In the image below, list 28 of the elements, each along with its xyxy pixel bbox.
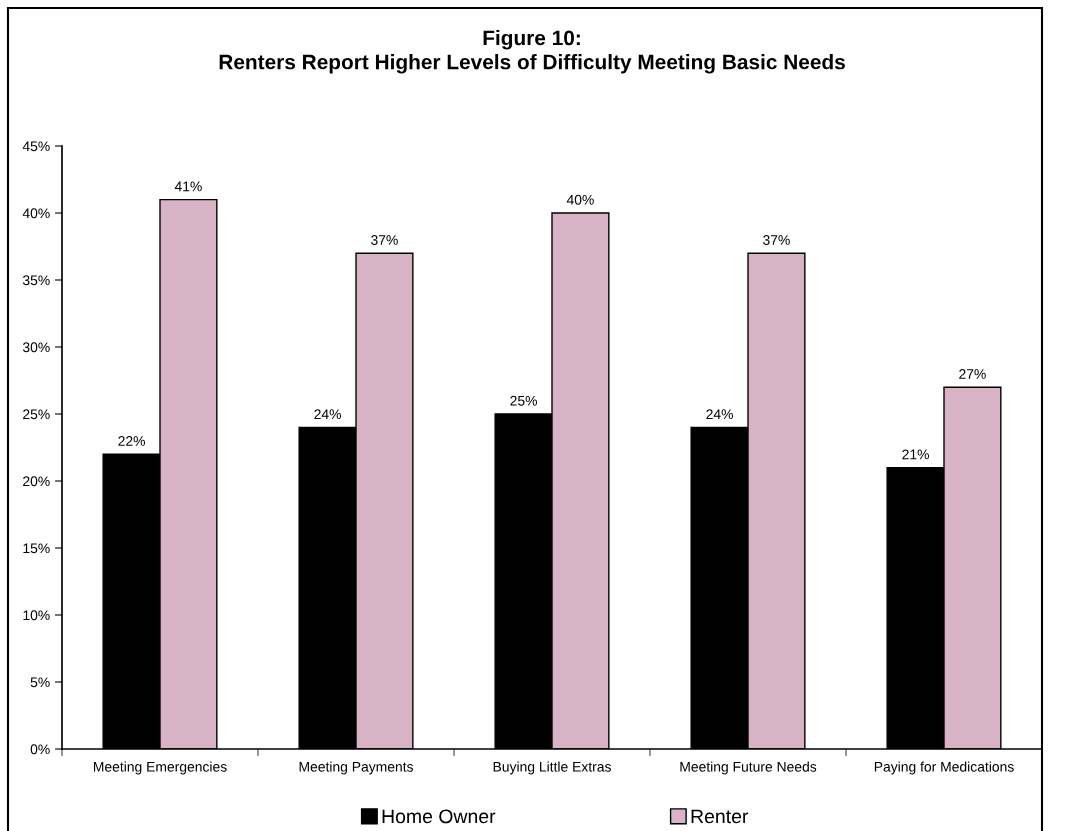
y-tick-label: 25% — [23, 409, 50, 420]
y-tick-label: 0% — [30, 744, 50, 755]
y-tick-label: 5% — [30, 677, 50, 688]
y-tick-label: 35% — [22, 275, 50, 286]
data-label: 37% — [371, 235, 398, 245]
data-label: 21% — [902, 449, 929, 460]
x-tick-label: Meeting Future Needs — [680, 761, 817, 775]
y-tick-label: 20% — [23, 476, 50, 487]
data-label: 41% — [174, 181, 202, 192]
data-label: 37% — [763, 235, 790, 245]
data-label: 40% — [566, 194, 594, 205]
legend-label: Renter — [691, 809, 749, 824]
chart-title: Figure 10: Renters Report Higher Levels of Difficulty Meeting Basic Needs — [219, 30, 845, 74]
x-tick-label: Paying for Medications — [874, 761, 1014, 775]
y-tick-label: 15% — [23, 543, 50, 554]
x-tick-label: Meeting Emergencies — [93, 761, 227, 775]
data-label: 24% — [706, 409, 733, 420]
data-label: 22% — [118, 436, 145, 446]
data-label: 27% — [959, 369, 986, 379]
data-label: 25% — [510, 395, 537, 406]
y-tick-label: 40% — [22, 208, 50, 219]
y-tick-label: 45% — [22, 141, 50, 152]
y-tick-label: 30% — [22, 342, 50, 353]
legend-label: Home Owner — [382, 809, 496, 824]
x-tick-label: Buying Little Extras — [493, 761, 611, 775]
data-label: 24% — [314, 409, 341, 420]
x-tick-label: Meeting Payments — [299, 761, 414, 775]
y-tick-label: 10% — [23, 610, 50, 621]
